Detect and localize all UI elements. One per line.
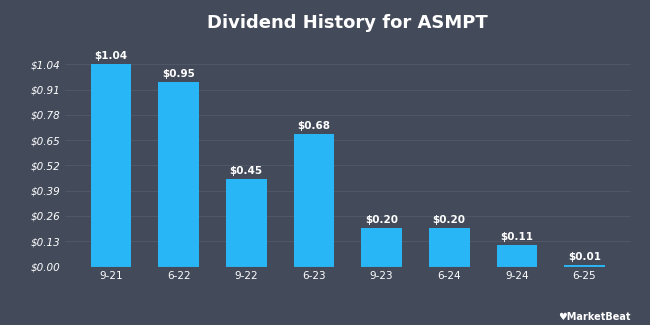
Bar: [226, 179, 266, 266]
Bar: [294, 134, 334, 266]
Text: $1.04: $1.04: [94, 51, 127, 61]
Title: Dividend History for ASMPT: Dividend History for ASMPT: [207, 14, 488, 32]
Bar: [429, 227, 469, 266]
Text: $0.68: $0.68: [298, 121, 330, 131]
Bar: [564, 265, 605, 266]
Text: $0.95: $0.95: [162, 69, 195, 79]
Bar: [361, 227, 402, 266]
Text: $0.20: $0.20: [365, 215, 398, 225]
Text: $0.45: $0.45: [229, 166, 263, 176]
Bar: [91, 64, 131, 266]
Bar: [159, 82, 199, 266]
Bar: [497, 245, 537, 266]
Text: $0.11: $0.11: [500, 232, 534, 242]
Text: $0.01: $0.01: [568, 252, 601, 262]
Text: ♥MarketBeat: ♥MarketBeat: [558, 312, 630, 322]
Text: $0.20: $0.20: [433, 215, 465, 225]
